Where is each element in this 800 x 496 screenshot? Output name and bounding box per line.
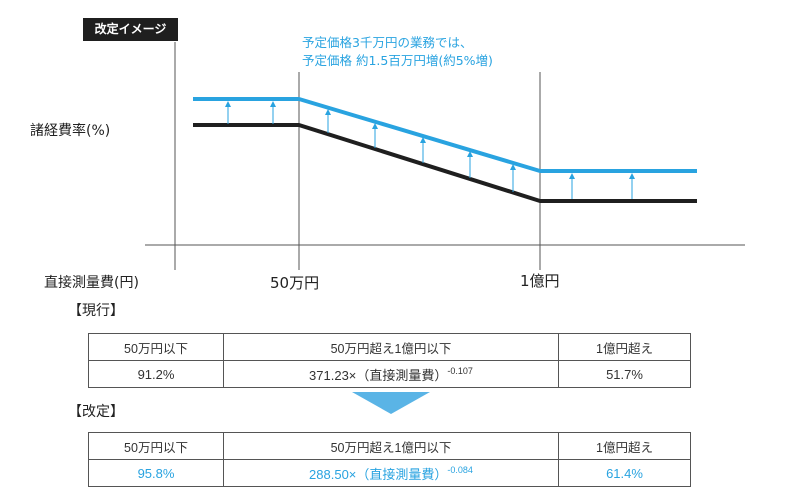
- formula-base: 288.50×（直接測量費）: [309, 466, 448, 482]
- current-rate-line: [193, 123, 697, 203]
- revised-rate-line: [193, 97, 697, 173]
- table-header-row: 50万円以下 50万円超え1億円以下 1億円超え: [88, 333, 691, 361]
- table-row: 95.8% 288.50×（直接測量費）-0.084 61.4%: [88, 459, 691, 487]
- revised-rate-table: 50万円以下 50万円超え1億円以下 1億円超え 95.8% 288.50×（直…: [88, 432, 691, 487]
- value-cell-low: 91.2%: [88, 360, 224, 388]
- value-cell-low: 95.8%: [88, 459, 224, 487]
- value-cell-high: 51.7%: [558, 360, 691, 388]
- formula-exponent: -0.107: [447, 365, 473, 376]
- table-row: 91.2% 371.23×（直接測量費）-0.107 51.7%: [88, 360, 691, 388]
- header-cell: 50万円以下: [88, 432, 224, 460]
- formula-exponent: -0.084: [447, 464, 473, 475]
- header-cell: 50万円超え1億円以下: [223, 432, 559, 460]
- header-cell: 50万円超え1億円以下: [223, 333, 559, 361]
- rate-diagram: [145, 42, 745, 270]
- x-tick-1oku: 1億円: [520, 272, 560, 290]
- annotation-line-1: 予定価格3千万円の業務では、: [302, 35, 473, 50]
- y-axis-label: 諸経費率(%): [30, 123, 111, 139]
- value-cell-formula: 371.23×（直接測量費）-0.107: [223, 360, 559, 388]
- value-cell-formula: 288.50×（直接測量費）-0.084: [223, 459, 559, 487]
- header-cell: 1億円超え: [558, 432, 691, 460]
- x-axis-label: 直接測量費(円): [44, 275, 139, 291]
- image-badge: 改定イメージ: [83, 18, 178, 41]
- current-heading: 【現行】: [68, 303, 124, 319]
- annotation-line-2: 予定価格 約1.5百万円増(約5%増): [302, 53, 493, 68]
- chart-annotation: 予定価格3千万円の業務では、 予定価格 約1.5百万円増(約5%増): [302, 34, 493, 70]
- down-arrow-icon: [352, 392, 430, 414]
- table-header-row: 50万円以下 50万円超え1億円以下 1億円超え: [88, 432, 691, 460]
- formula-base: 371.23×（直接測量費）: [309, 367, 448, 383]
- x-tick-50man: 50万円: [270, 274, 320, 292]
- value-cell-high: 61.4%: [558, 459, 691, 487]
- revised-heading: 【改定】: [68, 404, 124, 420]
- header-cell: 50万円以下: [88, 333, 224, 361]
- header-cell: 1億円超え: [558, 333, 691, 361]
- increase-arrows: [225, 101, 635, 199]
- current-rate-table: 50万円以下 50万円超え1億円以下 1億円超え 91.2% 371.23×（直…: [88, 333, 691, 388]
